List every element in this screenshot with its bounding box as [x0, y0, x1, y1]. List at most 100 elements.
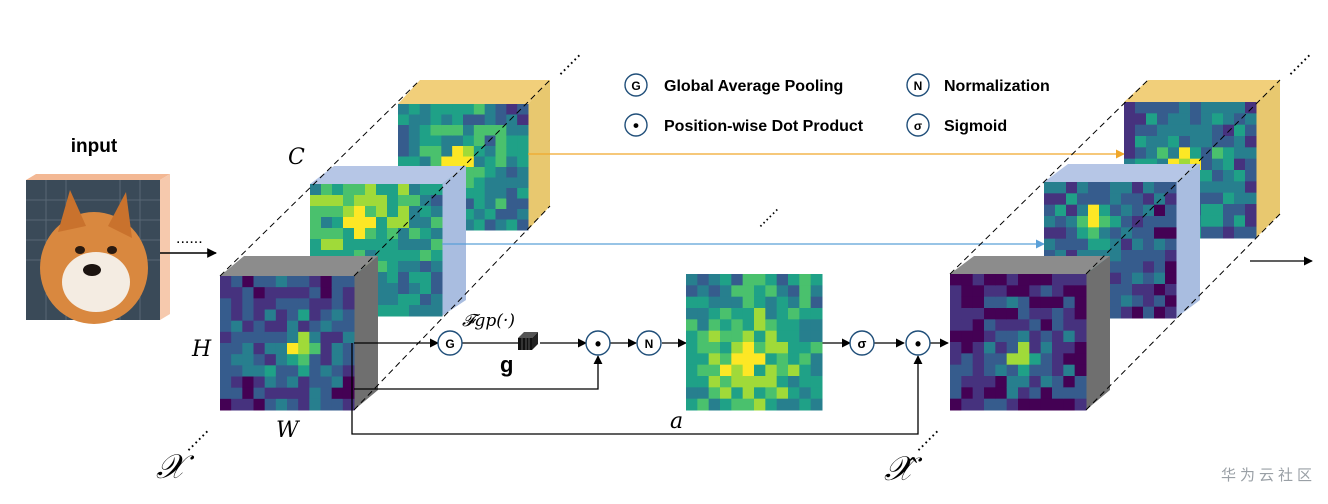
heatmap-cell: [1157, 113, 1169, 126]
heatmap-cell: [1074, 330, 1087, 343]
heatmap-cell: [517, 125, 529, 136]
heatmap-cell: [1018, 274, 1030, 286]
heatmap-cell: [1124, 136, 1136, 148]
heatmap-cell: [731, 330, 744, 343]
heatmap-cell: [686, 319, 698, 332]
heatmap-cell: [1029, 330, 1042, 343]
heatmap-cell: [231, 343, 243, 355]
heatmap-cell: [731, 364, 744, 377]
heatmap-cell: [1029, 308, 1042, 320]
heatmap-cell: [799, 387, 812, 400]
heatmap-cell: [1223, 204, 1235, 216]
heatmap-cell: [264, 343, 277, 355]
cube-dots-top: ......: [549, 43, 584, 78]
svg-text:G: G: [445, 337, 454, 351]
heatmap-cell: [473, 198, 486, 210]
heatmap-cell: [686, 330, 698, 343]
heatmap-cell: [697, 364, 710, 377]
heatmap-cell: [342, 276, 355, 288]
heatmap-cell: [1201, 102, 1213, 114]
heatmap-cell: [495, 125, 507, 136]
heatmap-cell: [1052, 274, 1064, 286]
heatmap-cell: [984, 376, 996, 388]
heatmap-cell: [342, 376, 355, 389]
heatmap-cell: [298, 387, 310, 400]
heatmap-cell: [984, 330, 996, 343]
heatmap-cell: [995, 364, 1008, 377]
heatmap-cell: [231, 365, 243, 377]
heatmap-cell: [484, 167, 496, 178]
heatmap-cell: [517, 104, 529, 115]
heatmap-cell: [1074, 376, 1087, 388]
heatmap-cell: [409, 305, 421, 317]
heatmap-cell: [1052, 330, 1064, 343]
heatmap-cell: [287, 376, 299, 389]
heatmap-cell: [686, 274, 698, 286]
heatmap-cell: [517, 167, 529, 178]
heatmap-cell: [398, 206, 410, 218]
legend-item-pooling: G Global Average Pooling: [624, 73, 843, 97]
heatmap-cell: [765, 387, 778, 400]
heatmap-cell: [420, 195, 432, 207]
heatmap-cell: [984, 353, 996, 366]
heatmap-cell: [1044, 227, 1056, 240]
heatmap-cell: [1121, 261, 1133, 274]
heatmap-cell: [354, 250, 366, 262]
heatmap-cell: [1074, 364, 1087, 377]
heatmap-cell: [343, 184, 355, 196]
heatmap-cell: [1154, 295, 1166, 308]
heatmap-cell: [264, 309, 277, 322]
svg-text:•: •: [633, 116, 639, 135]
heatmap-cell: [788, 376, 800, 388]
heatmap-cell: [231, 309, 243, 322]
heatmap-cell: [1190, 102, 1202, 114]
heatmap-cell: [1018, 353, 1030, 366]
heatmap-cell: [332, 184, 344, 196]
op-dot-1: •: [585, 330, 611, 356]
heatmap-cell: [972, 364, 985, 377]
heatmap-cell: [1066, 193, 1078, 206]
heatmap-cell: [431, 217, 443, 229]
heatmap-cell: [720, 398, 732, 411]
heatmap-cell: [473, 146, 486, 157]
heatmap-cell: [799, 364, 812, 377]
heatmap-cell: [463, 219, 475, 231]
heatmap-cell: [484, 114, 496, 126]
heatmap-cell: [1110, 227, 1122, 240]
heatmap-cell: [1143, 295, 1155, 308]
heatmap-cell: [310, 206, 322, 218]
heatmap-cell: [1212, 181, 1224, 194]
heatmap-cell: [354, 206, 366, 218]
heatmap-cell: [231, 320, 243, 333]
heatmap-cell: [799, 296, 812, 309]
heatmap-cell: [387, 250, 399, 262]
heatmap-cell: [220, 365, 232, 377]
heatmap-cell: [376, 217, 388, 229]
heatmap-cell: [309, 320, 321, 333]
heatmap-cell: [320, 343, 333, 355]
heatmap-cell: [776, 364, 789, 377]
heatmap-cell: [376, 272, 388, 284]
heatmap-cell: [1165, 306, 1177, 319]
heatmap-cell: [765, 308, 778, 320]
heatmap-cell: [1132, 182, 1144, 194]
heatmap-cell: [1245, 204, 1257, 216]
heatmap-cell: [275, 387, 288, 400]
heatmap-cell: [1121, 272, 1133, 285]
heatmap-cell: [298, 276, 310, 288]
heatmap-cell: [253, 276, 266, 288]
heatmap-cell: [1063, 398, 1076, 411]
heatmap-cell: [788, 285, 800, 298]
heatmap-cell: [984, 308, 996, 320]
heatmap-cell: [264, 376, 277, 389]
heatmap-cell: [1110, 182, 1122, 194]
heatmap-cell: [343, 195, 355, 207]
heatmap-cell: [972, 319, 985, 332]
heatmap-cell: [298, 354, 310, 366]
heatmap-cell: [1245, 226, 1257, 239]
heatmap-cell: [452, 104, 464, 115]
heatmap-cell: [1052, 353, 1064, 366]
heatmap-cell: [1121, 193, 1133, 206]
heatmap-cell: [1245, 170, 1257, 182]
